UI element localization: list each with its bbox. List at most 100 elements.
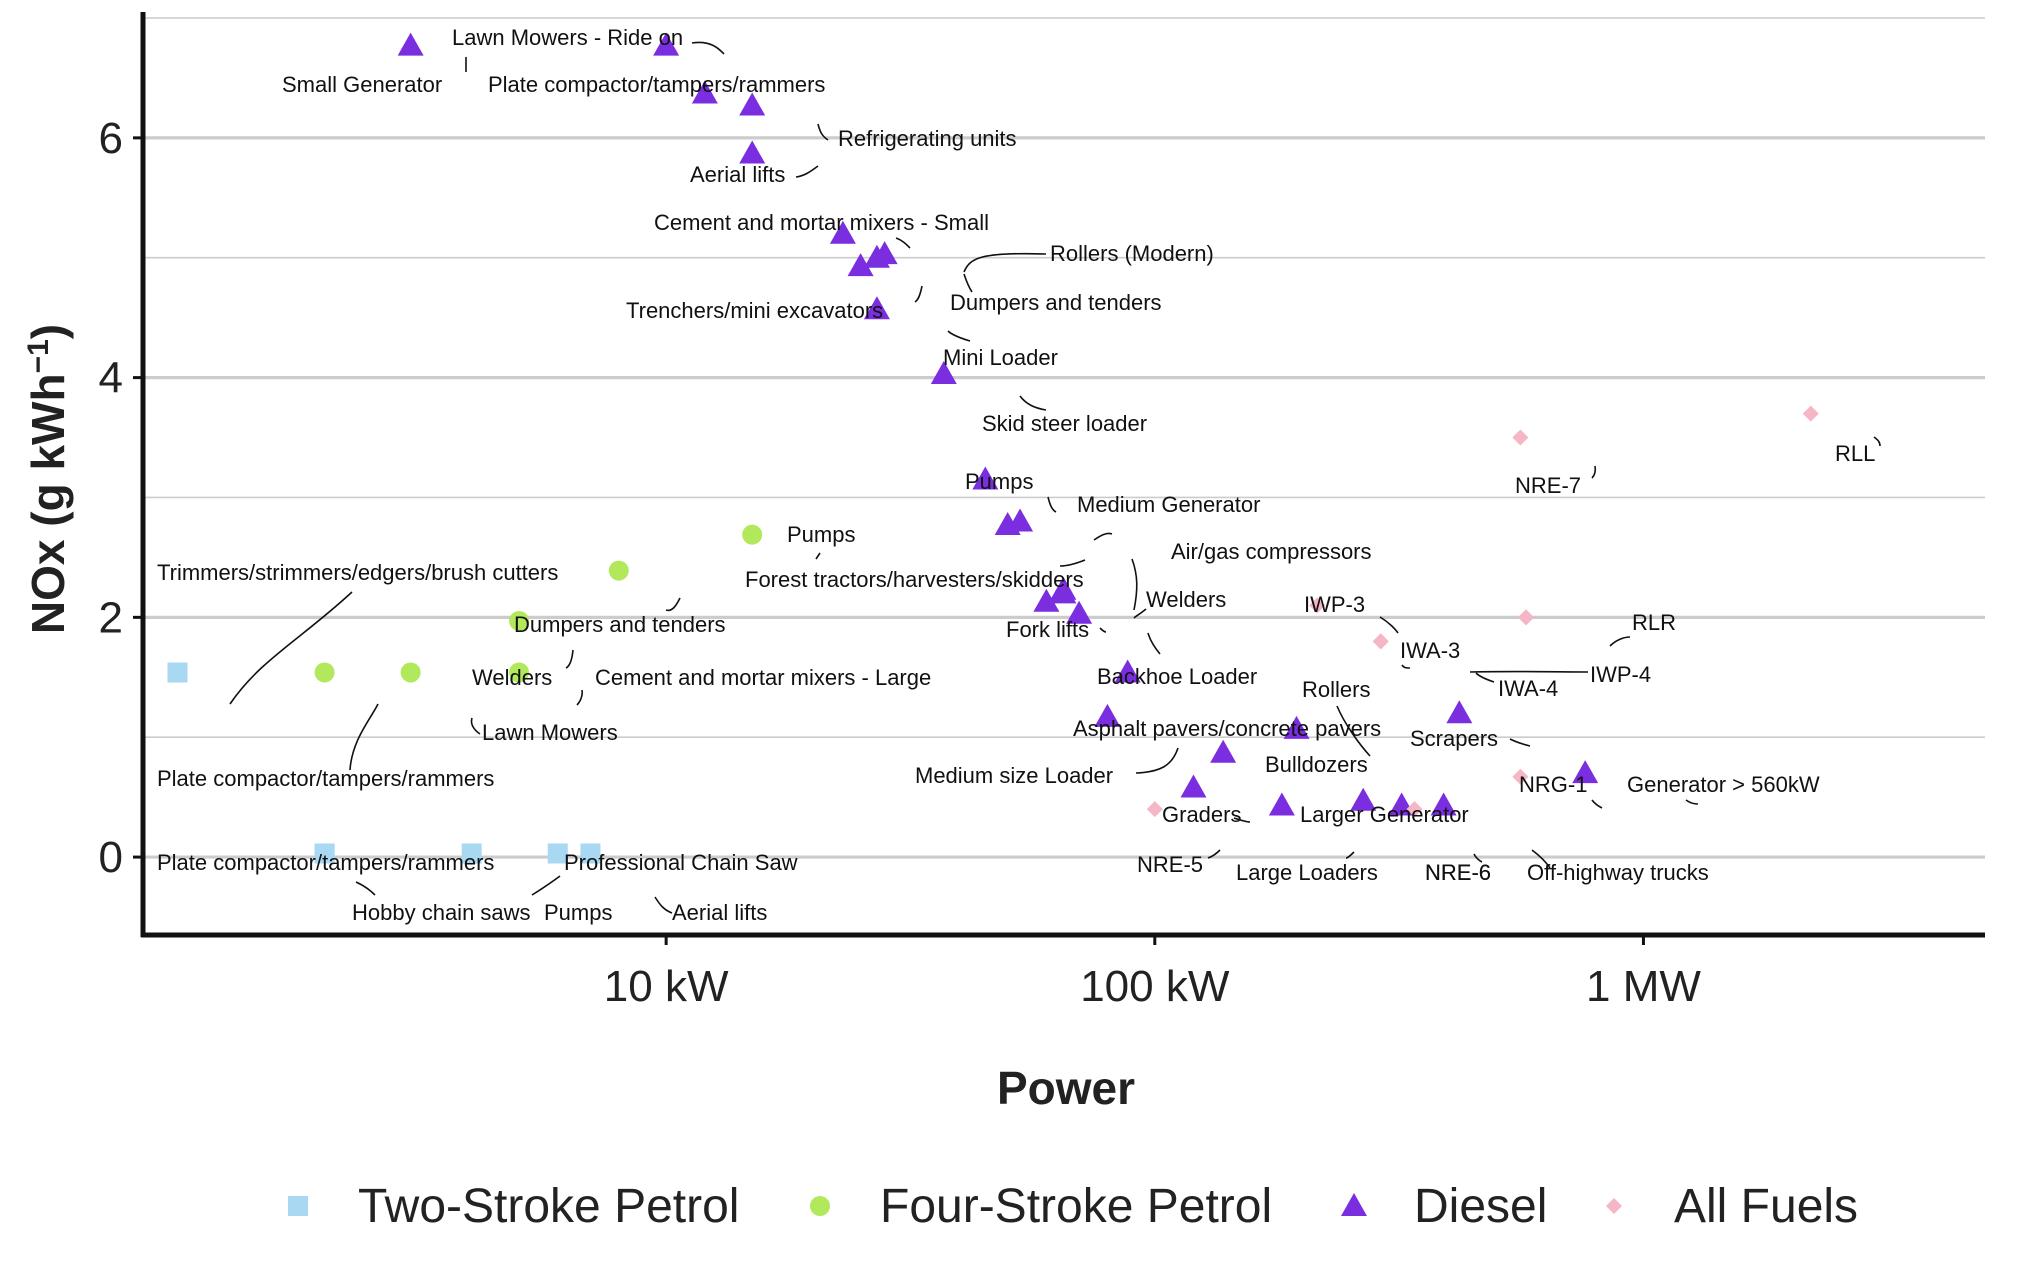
label-leader: [349, 703, 379, 771]
diesel-point: [994, 512, 1021, 536]
point-label: Off-highway trucks: [1527, 860, 1709, 885]
diesel-point: [1572, 760, 1599, 784]
all_fuels-point: [1406, 801, 1423, 818]
legend: Two-Stroke Petrol Four-Stroke Petrol Diese…: [288, 1180, 1858, 1233]
four_stroke-point: [509, 610, 530, 631]
data-points: [167, 32, 1819, 864]
label-leader: [1873, 436, 1881, 447]
y-axis-title-main: NOx (g kWh: [22, 373, 74, 634]
point-label: Graders: [1162, 802, 1241, 827]
label-leader: [1233, 817, 1251, 823]
point-label: Aerial lifts: [690, 162, 785, 187]
point-label: Lawn Mowers - Ride on: [452, 25, 683, 50]
point-label: IWP-3: [1304, 592, 1365, 617]
label-leader: [1207, 849, 1221, 859]
diesel-point: [829, 220, 856, 244]
point-label: Trenchers/mini excavators: [626, 298, 883, 323]
diesel-point: [930, 361, 957, 385]
point-label: Skid steer loader: [982, 411, 1147, 436]
label-leader: [1133, 608, 1147, 619]
diesel-point: [1350, 787, 1377, 811]
diesel-point: [847, 253, 874, 277]
point-label: Hobby chain saws: [352, 900, 531, 925]
two_stroke-point: [547, 843, 568, 864]
two_stroke-point: [580, 843, 601, 864]
diesel-point: [1268, 792, 1295, 816]
label-leader: [1475, 672, 1495, 683]
two_stroke-point: [461, 843, 482, 864]
point-label: IWA-4: [1498, 676, 1558, 701]
point-label: Cement and mortar mixers - Small: [654, 210, 989, 235]
point-label: Pumps: [787, 522, 855, 547]
point-label: Aerial lifts: [672, 900, 767, 925]
label-leader: [1059, 559, 1086, 567]
two_stroke-point: [314, 843, 335, 864]
point-label: Larger Generator: [1300, 802, 1469, 827]
point-label: Air/gas compressors: [1171, 539, 1372, 564]
point-label: Forest tractors/harvesters/skidders: [745, 567, 1084, 592]
diesel-point: [1446, 700, 1473, 724]
label-leader: [963, 273, 973, 293]
point-labels: Trimmers/strimmers/edgers/brush cutters P…: [157, 25, 1875, 925]
diesel-point: [1050, 580, 1077, 604]
y-axis-title-close: ): [22, 324, 74, 339]
label-leader: [1473, 853, 1483, 863]
diesel-point: [1033, 588, 1060, 612]
x-axis-title: Power: [997, 1062, 1135, 1114]
gridlines: [143, 17, 1985, 859]
y-tick-label: 6: [99, 114, 123, 163]
label-leader: [565, 649, 574, 669]
point-label: Professional Chain Saw: [564, 850, 798, 875]
point-label: IWA-3: [1400, 638, 1460, 663]
point-label: Lawn Mowers: [482, 720, 618, 745]
diesel-point: [1430, 792, 1457, 816]
point-label: Backhoe Loader: [1097, 664, 1257, 689]
diesel-point: [653, 32, 680, 56]
point-label: Welders: [1146, 587, 1226, 612]
x-tick-label: 10 kW: [604, 962, 729, 1011]
legend-key-two_stroke: [288, 1196, 308, 1216]
point-label: Rollers: [1302, 677, 1370, 702]
label-leader: [817, 123, 829, 141]
point-label: Pumps: [965, 469, 1033, 494]
label-leader: [1609, 636, 1631, 647]
label-leader: [1591, 799, 1603, 809]
legend-key-four_stroke: [810, 1196, 830, 1216]
four_stroke-point: [742, 524, 763, 545]
legend-label-diesel: Diesel: [1414, 1180, 1547, 1233]
label-leader: [355, 881, 376, 896]
diesel-point: [863, 244, 890, 268]
all_fuels-point: [1802, 405, 1819, 422]
legend-label-all_fuels: All Fuels: [1674, 1180, 1858, 1233]
point-label: Plate compactor/tampers/rammers: [157, 766, 494, 791]
y-axis-title-exponent: −1: [22, 339, 55, 373]
legend-key-all_fuels: [1606, 1198, 1622, 1214]
label-leader: [1379, 616, 1399, 634]
point-label: Small Generator: [282, 72, 442, 97]
y-tick-label: 2: [99, 593, 123, 642]
point-label: Rollers (Modern): [1050, 241, 1214, 266]
diesel-point: [1094, 703, 1121, 727]
diesel-point: [739, 140, 766, 164]
label-leader: [470, 717, 481, 735]
point-label: Medium Generator: [1077, 492, 1260, 517]
point-label: Fork lifts: [1006, 617, 1089, 642]
all_fuels-point: [1372, 633, 1389, 650]
point-label: Welders: [472, 665, 552, 690]
point-label: Dumpers and tenders: [950, 290, 1162, 315]
all_fuels-point: [1512, 768, 1529, 785]
all_fuels-point: [1309, 597, 1326, 614]
label-leader: [654, 896, 673, 914]
legend-key-diesel: [1341, 1193, 1367, 1216]
label-leader: [1147, 632, 1161, 655]
point-label: Mini Loader: [943, 345, 1058, 370]
diesel-point: [1114, 659, 1141, 683]
label-leader: [1047, 496, 1057, 513]
point-label: RLL: [1835, 441, 1875, 466]
point-label: Scrapers: [1410, 726, 1498, 751]
label-leader: [576, 689, 583, 706]
point-label: NRE-5: [1137, 852, 1203, 877]
axes: [140, 12, 1985, 938]
label-leader: [1685, 799, 1699, 805]
